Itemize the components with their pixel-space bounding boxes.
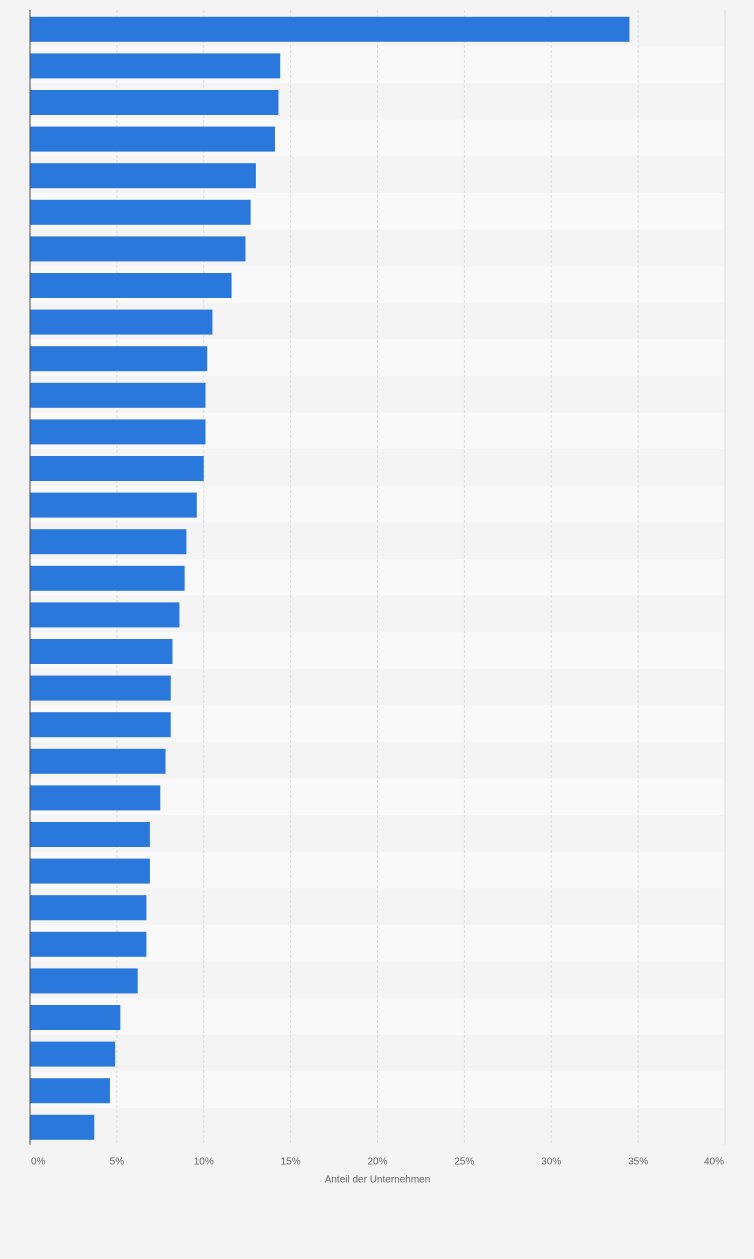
bar[interactable] <box>30 456 204 481</box>
bar[interactable] <box>30 858 150 884</box>
bar[interactable] <box>30 675 171 701</box>
bar[interactable] <box>30 236 246 262</box>
bar[interactable] <box>30 1005 121 1030</box>
bar[interactable] <box>30 199 251 225</box>
bars <box>30 16 630 1140</box>
bar[interactable] <box>30 346 208 372</box>
bar[interactable] <box>30 90 279 115</box>
bar[interactable] <box>30 273 232 298</box>
x-tick-label: 40% <box>704 1157 724 1168</box>
bar[interactable] <box>30 1078 110 1104</box>
x-tick-label: 25% <box>454 1157 474 1168</box>
bar[interactable] <box>30 748 166 774</box>
bar[interactable] <box>30 895 147 921</box>
bar[interactable] <box>30 785 161 811</box>
x-axis-title: Anteil der Unternehmen <box>325 1175 431 1186</box>
bar[interactable] <box>30 419 206 445</box>
x-tick-label: 5% <box>110 1157 125 1168</box>
bar[interactable] <box>30 126 275 152</box>
bar[interactable] <box>30 309 213 335</box>
bar[interactable] <box>30 565 185 591</box>
x-tick-labels: 0% 5% 10% 15% 20% 25% 30% 35% 40% <box>31 1157 724 1168</box>
bar[interactable] <box>30 16 630 42</box>
bar[interactable] <box>30 822 150 847</box>
bar[interactable] <box>30 1114 95 1140</box>
x-tick-label: 15% <box>281 1157 301 1168</box>
x-tick-label: 30% <box>541 1157 561 1168</box>
bar[interactable] <box>30 931 147 957</box>
bar[interactable] <box>30 492 197 518</box>
bar[interactable] <box>30 53 281 79</box>
bar[interactable] <box>30 639 173 664</box>
bar[interactable] <box>30 382 206 408</box>
bar[interactable] <box>30 163 256 189</box>
bar[interactable] <box>30 529 187 555</box>
x-tick-label: 0% <box>31 1157 46 1168</box>
bar[interactable] <box>30 1041 116 1067</box>
bar[interactable] <box>30 712 171 738</box>
x-tick-label: 35% <box>628 1157 648 1168</box>
bar[interactable] <box>30 968 138 994</box>
bar[interactable] <box>30 602 180 628</box>
x-tick-label: 20% <box>367 1157 387 1168</box>
x-tick-label: 10% <box>194 1157 214 1168</box>
